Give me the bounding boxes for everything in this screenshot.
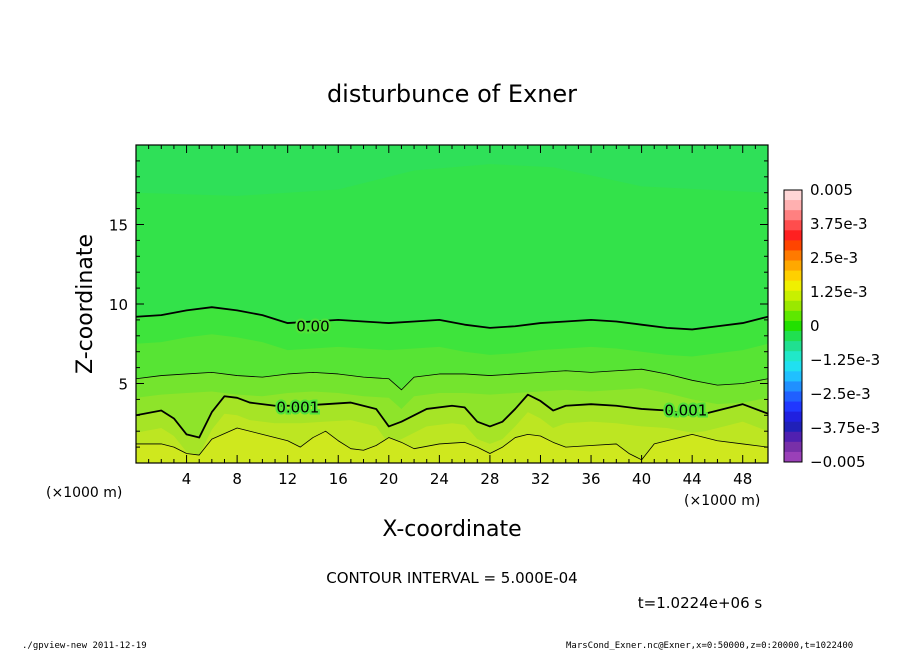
x-axis-label: X-coordinate [382,517,521,542]
contour-lines [136,306,768,461]
x-tick-label: 40 [632,470,651,488]
colorbar-swatch [784,260,802,272]
contour-labels: 0.00 0.001 0.001 [274,315,709,421]
time-text: t=1.0224e+06 s [638,594,763,612]
y-axis: 5 10 15 [109,160,768,448]
y-tick-label: 15 [109,217,128,235]
x-tick-label: 48 [733,470,752,488]
colorbar-label: −2.5e-3 [810,385,871,403]
x-tick-label: 16 [329,470,348,488]
colorbar-swatch [784,341,802,352]
colorbar-swatch [784,431,802,443]
colorbar-swatch [784,190,802,201]
footer-left: ./gpview-new 2011-12-19 [22,641,147,651]
colorbar-swatch [784,441,802,453]
footer-right: MarsCond_Exner.nc@Exner,x=0:50000,z=0:20… [566,641,854,651]
colorbar-swatch [784,300,802,312]
contour-line-0 [136,306,768,331]
colorbar-label: 0 [810,317,820,335]
contour-interval-text: CONTOUR INTERVAL = 5.000E-04 [326,569,577,587]
band-top [136,145,768,196]
colorbar-swatch [784,451,802,463]
colorbar-swatch [784,381,802,392]
contour-line-2 [136,393,768,439]
colorbar-swatch [784,320,802,332]
colorbar-swatch [784,391,802,403]
contour-line-3 [136,427,768,461]
colorbar-swatch [784,411,802,423]
x-unit-right: (×1000 m) [684,493,760,509]
colorbar-label: −1.25e-3 [810,351,880,369]
x-tick-label: 12 [278,470,297,488]
band-3 [136,428,768,463]
contour-label-1: 0.001 [276,398,319,416]
colorbar-label: 0.005 [810,181,853,199]
x-tick-label: 28 [480,470,499,488]
contour-label-2: 0.001 [664,402,707,420]
colorbar-swatch [784,361,802,372]
colorbar-label: 3.75e-3 [810,215,868,233]
contour-line-1 [136,368,768,391]
contour-label-0: 0.00 [296,317,329,335]
colorbar-swatch [784,230,802,241]
colorbar-labels: 0.005 3.75e-3 2.5e-3 1.25e-3 0 −1.25e-3 −2.5e-… [810,181,880,471]
colorbar-swatch [784,351,802,362]
y-tick-label: 10 [109,296,128,314]
x-tick-label: 8 [232,470,242,488]
colorbar-swatch [784,290,802,302]
colorbar-frame [783,189,803,463]
x-tick-label: 44 [683,470,702,488]
x-axis: 4 8 12 16 20 24 28 32 36 40 44 48 [148,145,756,488]
colorbar [783,189,803,463]
colorbar-swatch [784,200,802,211]
colorbar-swatch [784,270,802,282]
x-unit-left: (×1000 m) [46,485,122,501]
colorbar-swatch [784,331,802,342]
y-axis-label: Z-coordinate [73,234,98,374]
x-tick-label: 20 [379,470,398,488]
colorbar-label: 2.5e-3 [810,249,858,267]
x-tick-label: 36 [581,470,600,488]
colorbar-swatch [784,250,802,262]
colorbar-swatch [784,401,802,413]
colorbar-swatch [784,280,802,292]
colorbar-swatch [784,220,802,231]
colorbar-swatch [784,371,802,382]
x-tick-label: 32 [531,470,550,488]
x-tick-label: 4 [182,470,192,488]
chart-title: disturbunce of Exner [327,80,577,108]
x-tick-label: 24 [430,470,449,488]
colorbar-label: −3.75e-3 [810,419,880,437]
colorbar-swatch [784,210,802,221]
colorbar-swatch [784,310,802,322]
y-tick-label: 5 [118,376,128,394]
colorbar-label: 1.25e-3 [810,283,868,301]
colorbar-swatch [784,421,802,433]
colorbar-label: −0.005 [810,453,866,471]
colorbar-swatch [784,240,802,251]
